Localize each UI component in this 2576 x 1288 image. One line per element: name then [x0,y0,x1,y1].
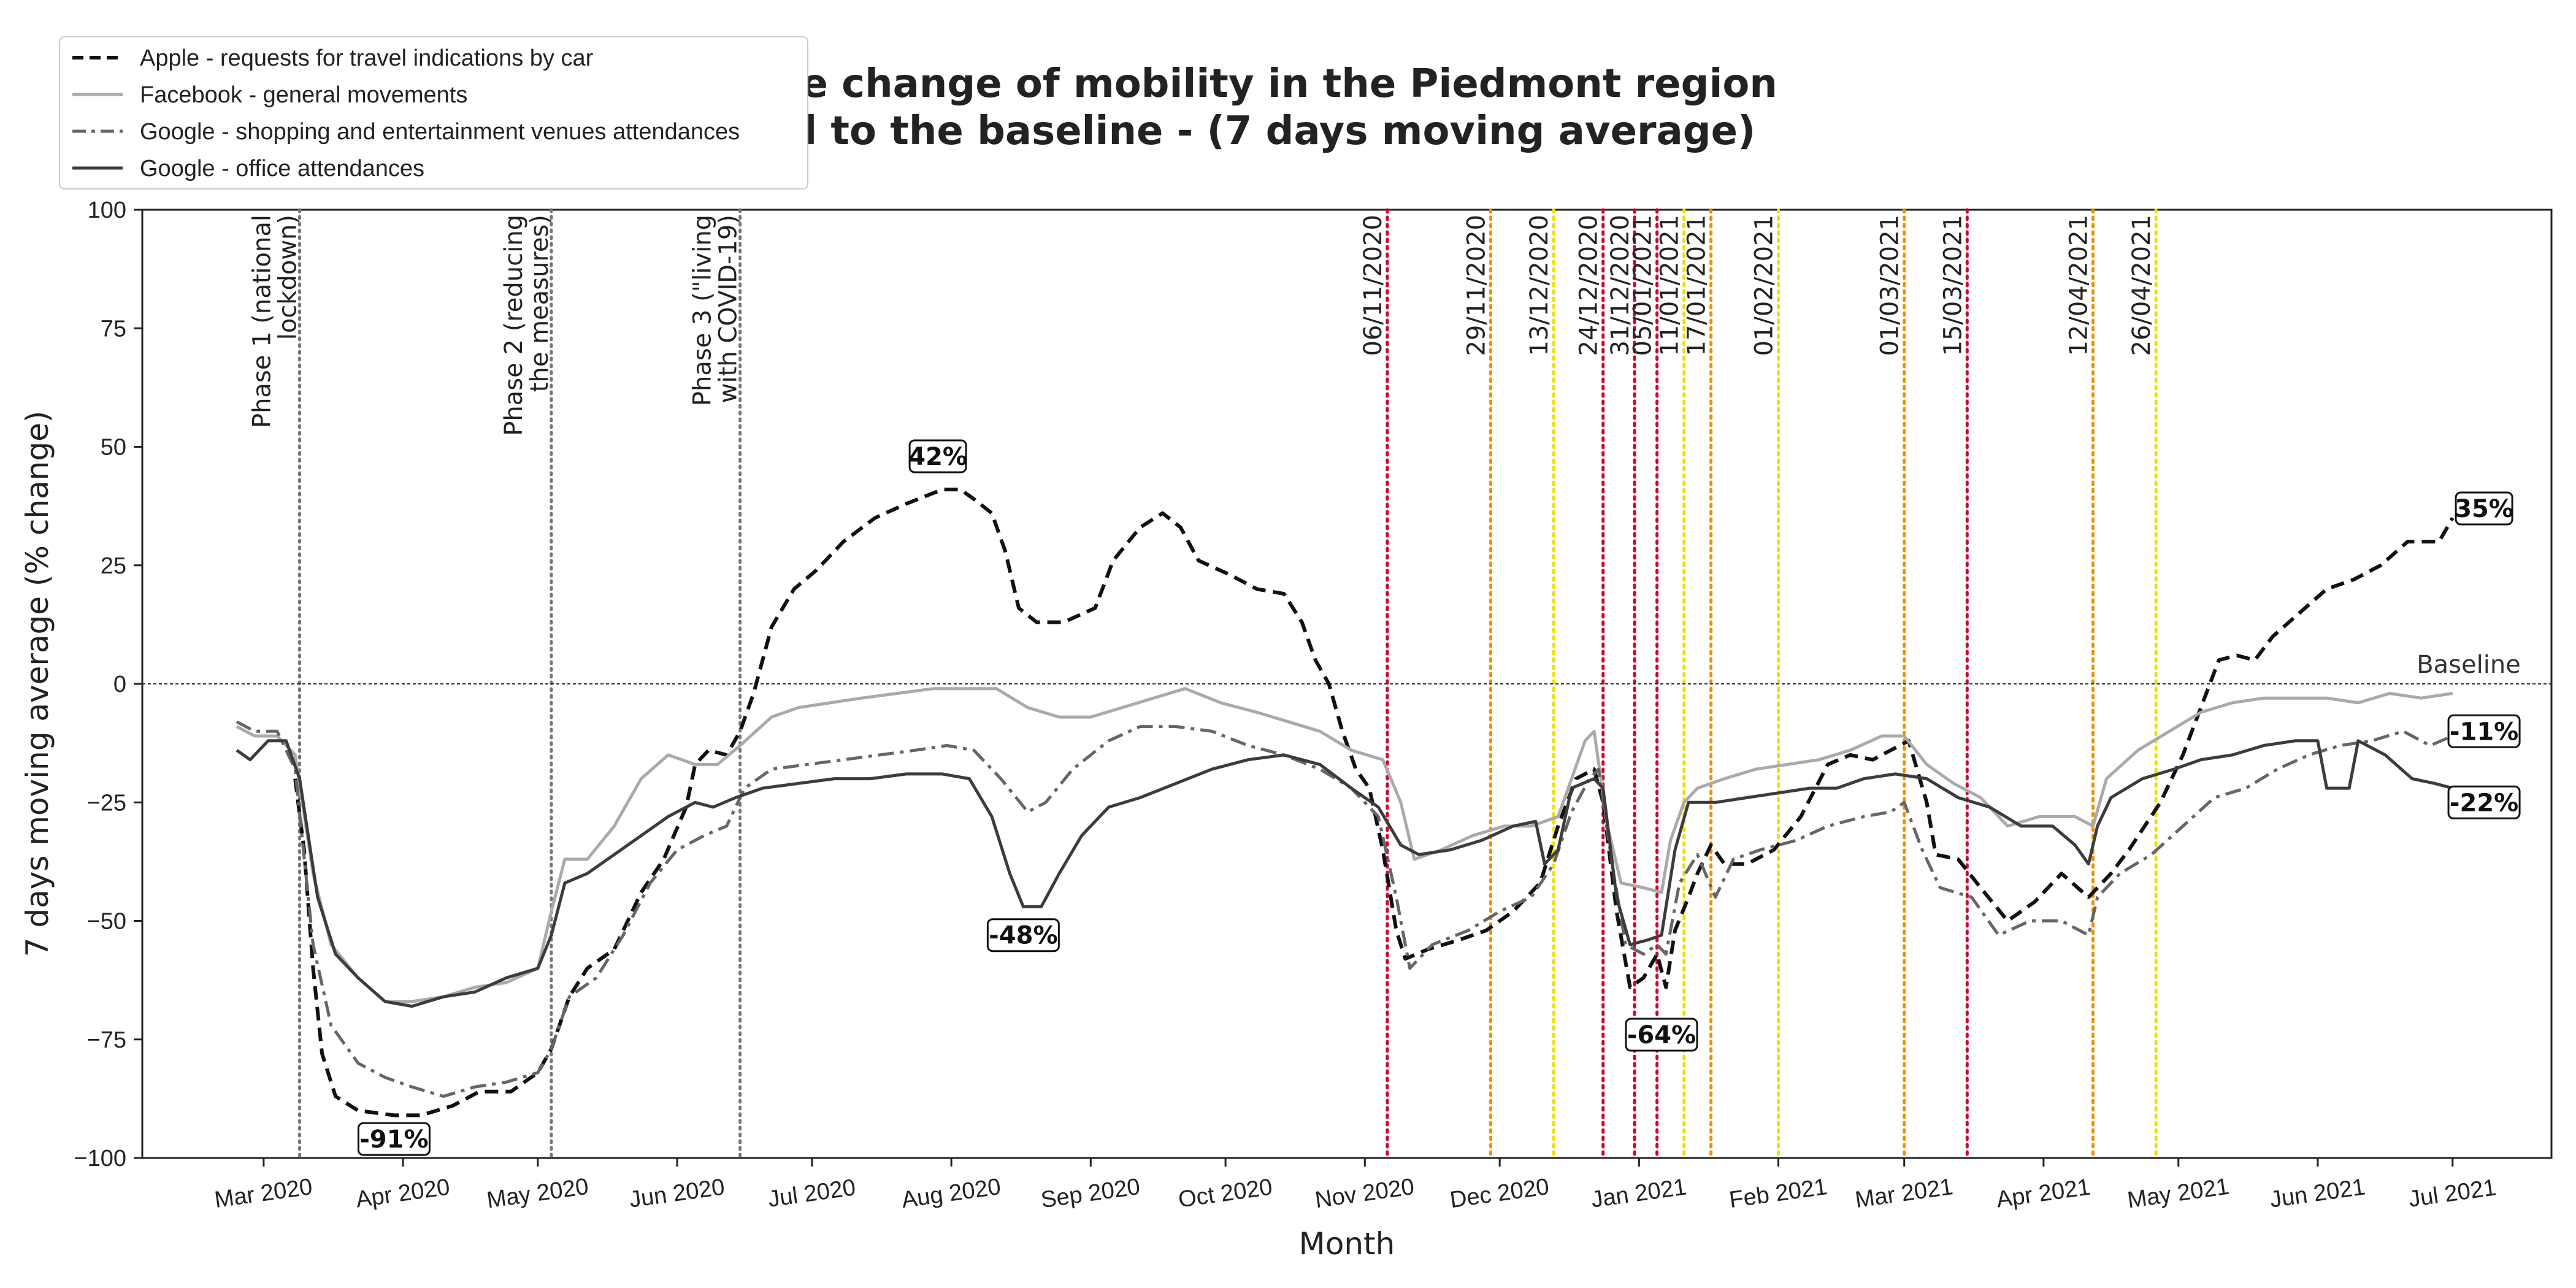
date-line-label: 15/03/2021 [1939,215,1967,356]
annotation-box [908,439,967,473]
x-tick-label: Apr 2020 [354,1174,451,1213]
legend-frame [59,36,808,190]
x-tick-label: Apr 2021 [1995,1174,2092,1213]
legend-label-1: Facebook - general movements [140,82,467,108]
legend-label-2: Google - shopping and entertainment venu… [140,119,740,145]
phase-label-line1: Phase 2 (reducing [500,215,528,436]
legend-label-3: Google - office attendances [140,156,424,182]
annotation-label: -91% [359,1125,428,1154]
x-tick-label: Sep 2020 [1040,1174,1142,1213]
date-line-label: 01/02/2021 [1750,215,1779,356]
date-line-label: 05/01/2021 [1629,215,1657,356]
date-line-label: 17/01/2021 [1683,215,1711,356]
y-tick-label: 0 [113,672,126,697]
date-line-label: 06/11/2020 [1359,215,1387,356]
x-tick-label: Jun 2021 [2268,1174,2367,1213]
x-tick-label: May 2020 [485,1174,590,1214]
y-axis: 100 75 50 25 0 −25 −50 −75 −100 [74,197,142,1171]
annotations-layer: -91% 42% -48% -64% 35% -11% -22% [357,439,2521,1156]
y-tick-label: −100 [74,1146,126,1171]
annotation-label: -11% [2450,718,2518,746]
date-line-label: 12/04/2021 [2065,215,2093,356]
annotation-label: 42% [908,443,967,471]
x-tick-label: Jul 2020 [767,1175,857,1213]
y-tick-label: −25 [87,790,126,816]
annotation-box [1625,1018,1698,1052]
date-line-label: 26/04/2021 [2128,215,2156,356]
series-line-1 [236,687,2453,1003]
phase-label-line2: the measures) [526,215,554,392]
date-line-label: 13/12/2020 [1525,215,1554,356]
annotation-label: 35% [2455,495,2513,523]
annotation-label: -64% [1627,1021,1696,1049]
x-tick-label: Oct 2020 [1177,1174,1275,1213]
x-tick-label: Jun 2020 [627,1174,726,1213]
series-line-3 [236,739,2453,1008]
series-layer [236,488,2455,1117]
x-tick-label: Nov 2020 [1314,1174,1416,1213]
legend: Apple - requests for travel indications … [59,36,808,190]
x-tick-label: Mar 2020 [213,1174,314,1213]
legend-label-0: Apple - requests for travel indications … [140,45,594,71]
date-line-label: 31/12/2020 [1606,215,1635,356]
y-tick-label: 75 [101,316,126,342]
y-tick-label: 25 [101,553,126,579]
legend-entries: Apple - requests for travel indications … [72,45,740,182]
date-line-label: 29/11/2020 [1463,215,1491,356]
annotation-label: -22% [2450,789,2518,817]
annotation-box [2447,714,2521,748]
annotation-box [2455,491,2513,526]
annotation-box [2447,785,2521,819]
y-axis-label: 7 days moving average (% change) [20,411,55,957]
x-tick-label: Dec 2020 [1448,1174,1551,1213]
x-tick-label: Feb 2021 [1728,1174,1829,1213]
x-tick-label: Jan 2021 [1590,1174,1689,1213]
date-line-label: 01/03/2021 [1876,215,1904,356]
plot-area: 06/11/2020 29/11/2020 13/12/2020 24/12/2020… [141,208,2553,1160]
series-line-0 [293,488,2455,1117]
x-axis-label: Month [1299,1226,1395,1262]
x-axis: Mar 2020 Apr 2020 May 2020 Jun 2020 Jul 2020… [213,1158,2498,1214]
phase-label-line1: Phase 1 (national [248,215,276,428]
annotation-box [986,918,1060,953]
date-line-label: 24/12/2020 [1575,215,1603,356]
phase-label-line2: lockdown) [274,215,302,340]
phase-label-line2: with COVID-19) [715,215,743,403]
y-tick-label: 100 [88,197,126,223]
annotation-label: -48% [989,922,1057,950]
y-tick-label: −50 [87,909,126,935]
y-tick-label: −75 [87,1027,126,1053]
x-tick-label: May 2021 [2126,1174,2231,1214]
phase-label-line1: Phase 3 ("living [689,215,717,406]
x-tick-label: Jul 2021 [2407,1175,2497,1213]
series-line-2 [236,720,2453,1098]
date-line-label: 11/01/2021 [1656,215,1684,356]
x-tick-label: Aug 2020 [900,1174,1002,1213]
annotation-box [357,1122,431,1156]
y-tick-label: 50 [101,435,126,461]
x-tick-label: Mar 2021 [1853,1174,1955,1213]
baseline-label: Baseline [2417,651,2521,679]
